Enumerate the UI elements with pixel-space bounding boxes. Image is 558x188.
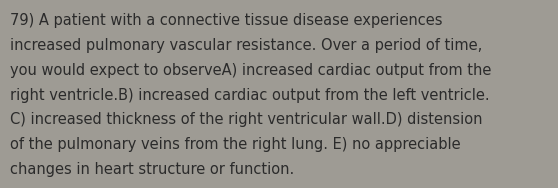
Text: C) increased thickness of the right ventricular wall.D) distension: C) increased thickness of the right vent… xyxy=(10,112,483,127)
Text: changes in heart structure or function.: changes in heart structure or function. xyxy=(10,162,294,177)
Text: you would expect to observeA) increased cardiac output from the: you would expect to observeA) increased … xyxy=(10,63,492,78)
Text: right ventricle.B) increased cardiac output from the left ventricle.: right ventricle.B) increased cardiac out… xyxy=(10,88,490,103)
Text: 79) A patient with a connective tissue disease experiences: 79) A patient with a connective tissue d… xyxy=(10,13,442,28)
Text: increased pulmonary vascular resistance. Over a period of time,: increased pulmonary vascular resistance.… xyxy=(10,38,482,53)
Text: of the pulmonary veins from the right lung. E) no appreciable: of the pulmonary veins from the right lu… xyxy=(10,137,461,152)
